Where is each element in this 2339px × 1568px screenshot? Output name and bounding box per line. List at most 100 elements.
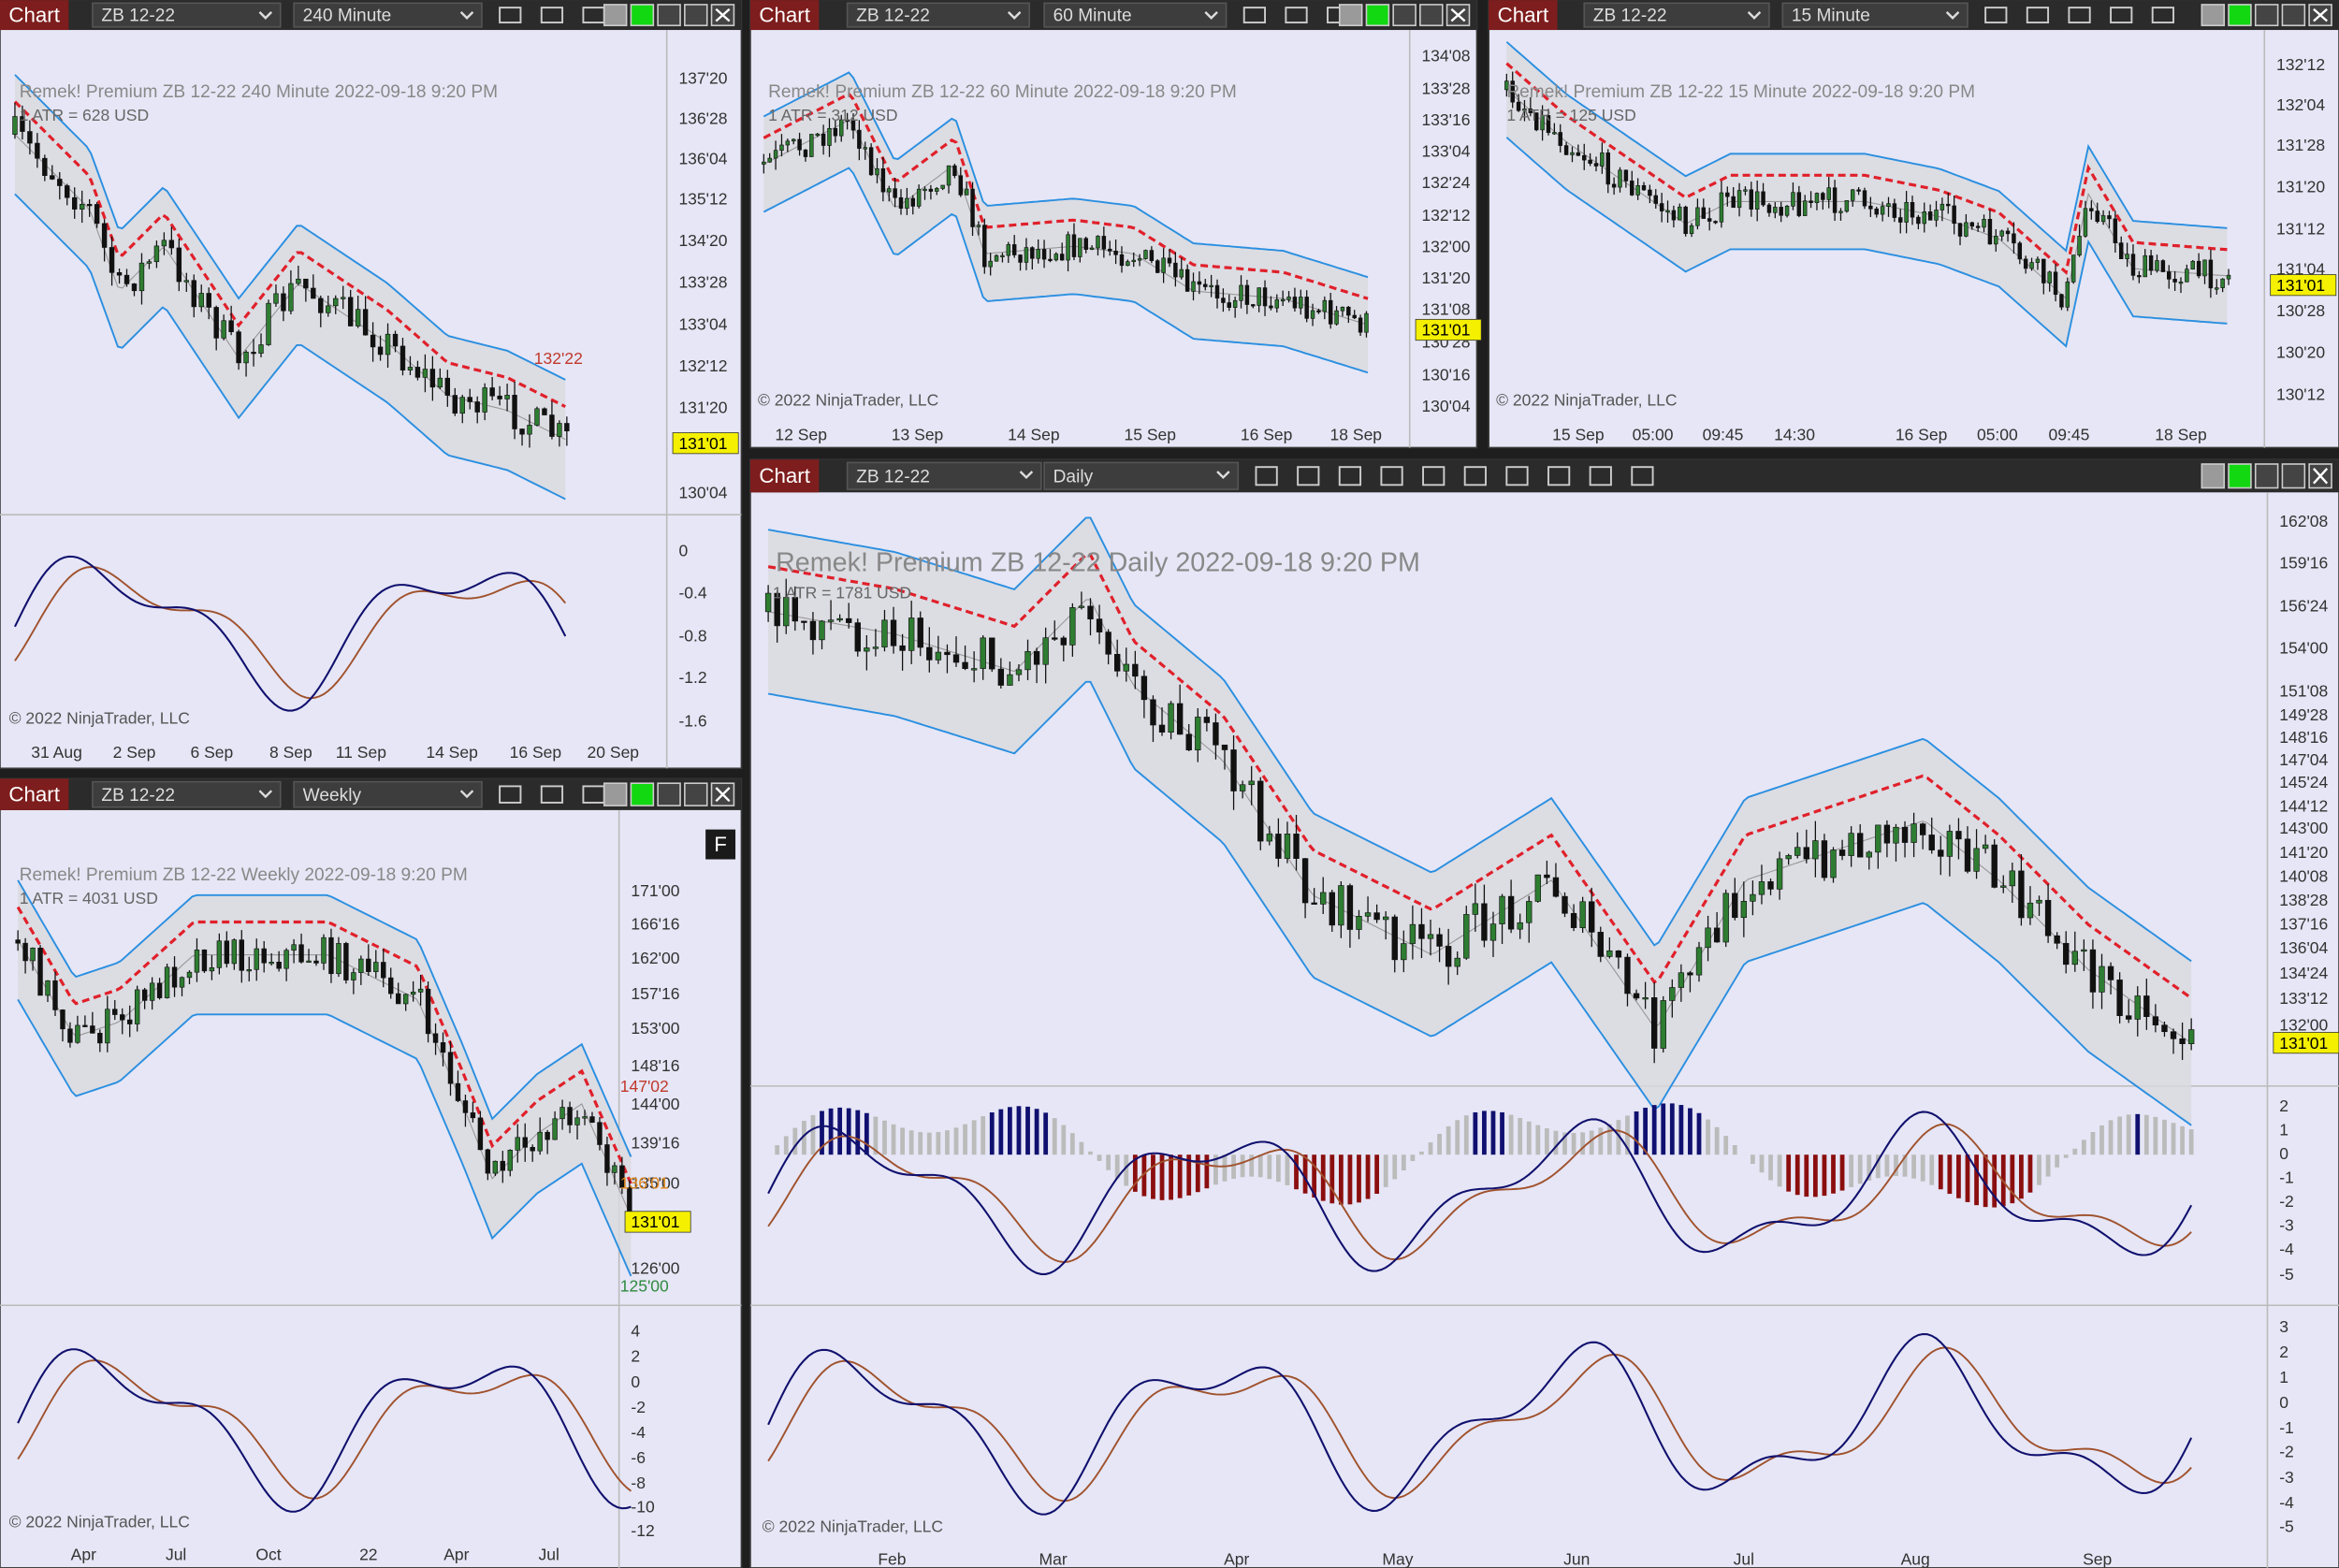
window-control[interactable]: [2228, 4, 2252, 27]
chart-button[interactable]: [1489, 0, 1558, 31]
chart-button[interactable]: [749, 459, 820, 493]
chart-button-label[interactable]: Chart: [1498, 4, 1549, 27]
window-control[interactable]: [2254, 4, 2279, 27]
dropdown[interactable]: [293, 780, 483, 808]
candle-body: [864, 647, 870, 652]
window-control[interactable]: [2254, 463, 2279, 489]
dropdown-value[interactable]: 15 Minute: [1792, 7, 1870, 26]
window-control[interactable]: [657, 4, 681, 27]
toolbar-icon[interactable]: [2151, 7, 2174, 24]
candle-body: [1301, 858, 1309, 904]
dropdown[interactable]: [846, 2, 1030, 28]
toolbar-icon[interactable]: [1285, 7, 1308, 24]
candle-body: [134, 989, 140, 1024]
toolbar-icon[interactable]: [1505, 466, 1529, 486]
candle-body: [120, 1014, 125, 1021]
chart-button[interactable]: [0, 778, 69, 810]
candle-body: [1934, 210, 1939, 221]
chart-button-label[interactable]: Chart: [8, 4, 60, 27]
dropdown-value[interactable]: ZB 12-22: [856, 7, 930, 26]
candle-body: [72, 196, 78, 210]
histogram-bar: [1920, 1154, 1925, 1182]
candle-body: [976, 225, 981, 227]
time-label: 05:00: [1633, 425, 1674, 443]
toolbar-icon[interactable]: [1242, 7, 1266, 24]
dropdown[interactable]: [1583, 2, 1770, 28]
toolbar-icon[interactable]: [540, 7, 564, 24]
toolbar-icon[interactable]: [1589, 466, 1612, 486]
dropdown-value[interactable]: Weekly: [303, 786, 362, 806]
histogram-bar: [1043, 1112, 1049, 1155]
window-control[interactable]: [630, 782, 655, 806]
dropdown[interactable]: [1781, 2, 1969, 28]
chart-button[interactable]: [0, 0, 69, 31]
candle-body: [574, 1117, 580, 1125]
candle-body: [582, 1116, 588, 1119]
chart-button-label[interactable]: Chart: [759, 4, 810, 27]
toolbar-icon[interactable]: [499, 7, 522, 24]
toolbar-icon[interactable]: [1984, 7, 2008, 24]
candle-body: [355, 309, 361, 327]
dropdown-value[interactable]: 240 Minute: [303, 7, 392, 26]
histogram-bar: [820, 1111, 824, 1155]
chart-button[interactable]: [749, 0, 820, 31]
window-control[interactable]: [630, 4, 655, 27]
histogram-bar: [1069, 1133, 1075, 1155]
dropdown-value[interactable]: Daily: [1053, 467, 1094, 486]
toolbar-icon[interactable]: [1380, 466, 1403, 486]
candle-body: [243, 352, 249, 364]
dropdown[interactable]: [293, 2, 483, 28]
toolbar-icon[interactable]: [1463, 466, 1487, 486]
candle-body: [2035, 258, 2041, 263]
candle-body: [1292, 297, 1298, 309]
toolbar-icon[interactable]: [499, 785, 522, 804]
dropdown-value[interactable]: ZB 12-22: [856, 467, 930, 486]
toolbar-icon[interactable]: [2110, 7, 2133, 24]
candle-body: [815, 133, 820, 137]
dropdown[interactable]: [92, 780, 282, 808]
time-label: Jul: [539, 1546, 559, 1564]
window-control[interactable]: [657, 782, 681, 806]
chart-button-label[interactable]: Chart: [8, 783, 60, 806]
window-control[interactable]: [684, 4, 708, 27]
candle-body: [1589, 901, 1595, 933]
dropdown-value[interactable]: ZB 12-22: [101, 7, 175, 26]
window-control[interactable]: [2228, 463, 2252, 489]
toolbar-icon[interactable]: [2068, 7, 2091, 24]
window-control[interactable]: [1392, 4, 1416, 27]
time-label: Jun: [1563, 1550, 1590, 1568]
toolbar-icon[interactable]: [1255, 466, 1278, 486]
toolbar-icon[interactable]: [1422, 466, 1446, 486]
dropdown[interactable]: [846, 461, 1042, 490]
candle-body: [266, 302, 271, 345]
window-control[interactable]: [1365, 4, 1390, 27]
toolbar-icon[interactable]: [1631, 466, 1654, 486]
chart-button-label[interactable]: Chart: [759, 464, 810, 487]
window-control[interactable]: [2201, 4, 2226, 27]
dropdown[interactable]: [1043, 461, 1240, 490]
toolbar-icon[interactable]: [540, 785, 564, 804]
toolbar-icon[interactable]: [1297, 466, 1320, 486]
window-control[interactable]: [603, 782, 628, 806]
price-label: 140'08: [2279, 866, 2328, 885]
dropdown-value[interactable]: ZB 12-22: [1593, 7, 1667, 26]
window-control[interactable]: [2281, 4, 2306, 27]
toolbar-icon[interactable]: [1547, 466, 1571, 486]
window-control[interactable]: [2281, 463, 2306, 489]
candle-body: [168, 240, 175, 249]
toolbar-icon[interactable]: [2026, 7, 2050, 24]
window-control[interactable]: [2201, 463, 2226, 489]
window-control[interactable]: [603, 4, 628, 27]
histogram-bar: [882, 1120, 887, 1155]
toolbar-icon[interactable]: [1338, 466, 1362, 486]
window-control[interactable]: [684, 782, 708, 806]
window-control[interactable]: [1419, 4, 1444, 27]
candle-body: [1489, 923, 1497, 941]
dropdown[interactable]: [1043, 2, 1228, 28]
time-label: Apr: [443, 1546, 469, 1564]
dropdown[interactable]: [92, 2, 282, 28]
dropdown-value[interactable]: 60 Minute: [1053, 7, 1132, 26]
dropdown-value[interactable]: ZB 12-22: [101, 786, 175, 806]
candle-body: [303, 278, 309, 289]
window-control[interactable]: [1338, 4, 1363, 27]
